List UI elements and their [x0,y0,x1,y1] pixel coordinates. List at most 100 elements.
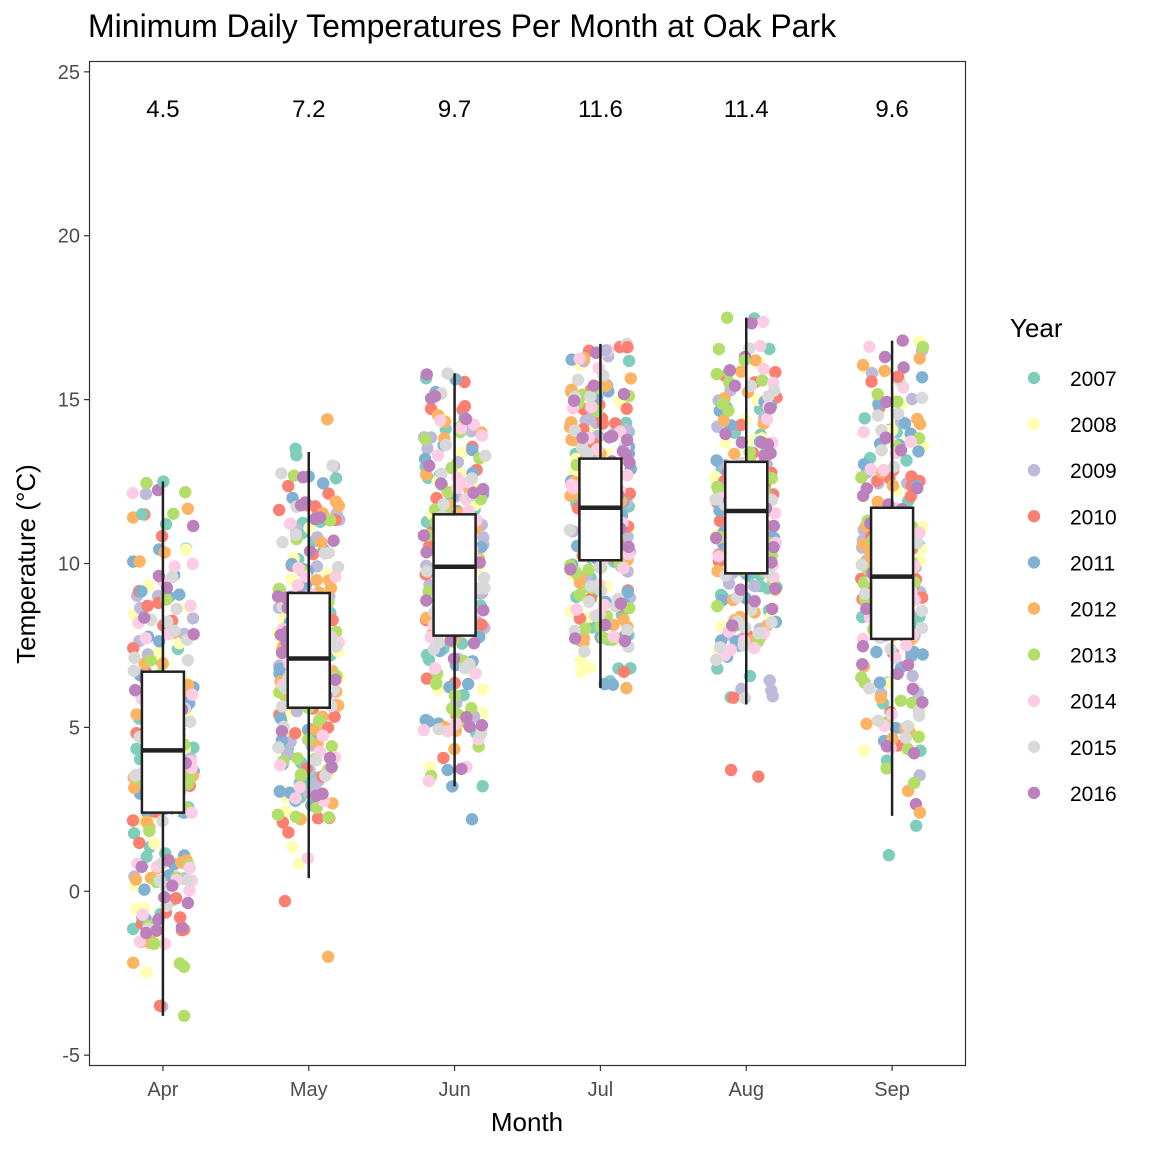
data-point [441,367,454,380]
data-point [908,776,921,790]
data-point [754,339,767,353]
median-label: 4.5 [146,96,179,123]
data-point [133,555,146,568]
y-tick-label: 5 [69,717,80,739]
data-point [133,935,146,948]
data-point [898,417,912,430]
data-point [734,365,748,378]
data-point [912,730,925,744]
median-label: 9.6 [875,96,908,123]
data-point [173,588,186,601]
data-point [915,621,929,635]
data-point [420,546,433,559]
data-point [584,400,598,414]
data-point [912,445,925,458]
data-point [915,604,929,617]
data-point [434,414,447,427]
data-point [129,684,142,697]
data-point [437,498,450,511]
data-point [441,725,455,738]
data-point [476,780,489,793]
data-point [446,780,459,793]
data-point [158,891,171,904]
data-point [583,661,597,674]
data-point [136,908,149,921]
data-point [617,561,630,575]
legend-key [1027,694,1041,707]
legend-title: Year [1010,313,1063,343]
data-point [621,530,634,544]
data-point [186,688,199,701]
legend-key [1027,417,1041,431]
data-point [179,486,192,499]
data-point [316,787,329,800]
data-point [127,827,141,840]
data-point [138,883,151,896]
panel-border [88,60,967,1067]
data-point [711,480,724,493]
data-point [858,412,871,425]
data-point [748,595,761,608]
data-point [130,708,143,721]
data-point [441,763,454,777]
data-point [856,489,870,502]
data-point [319,769,332,782]
data-point [709,531,723,545]
data-point [863,340,876,353]
data-point [466,443,479,457]
data-point [428,662,442,675]
data-point [916,340,930,354]
data-point [768,507,782,520]
data-point [308,512,322,526]
data-point [913,526,926,539]
median-label: 9.7 [438,96,471,123]
data-point [129,768,143,781]
data-point [897,361,910,374]
data-point [860,717,873,730]
data-point [576,431,589,444]
data-point [324,514,337,527]
data-point [900,639,913,652]
data-point [292,561,305,575]
data-point [622,540,635,554]
data-point [620,433,634,447]
data-point [140,476,153,490]
data-point [181,873,195,887]
data-point [857,425,870,439]
data-point [289,442,302,455]
data-point [130,742,143,756]
x-tick-label: Jun [438,1079,470,1101]
data-point [312,714,326,727]
data-point [871,388,884,401]
data-point [170,602,183,616]
data-point [166,879,179,892]
data-point [599,344,612,357]
box [724,460,769,575]
data-point [872,714,885,727]
data-point [616,445,630,458]
data-point [463,720,476,733]
data-point [127,956,140,969]
legend-key [1027,648,1041,661]
data-point [446,702,459,715]
data-point [887,460,901,473]
data-point [894,694,907,707]
data-point [465,472,479,485]
data-point [865,375,878,388]
data-point [318,547,331,560]
data-point [420,594,433,607]
data-point [617,665,631,678]
data-point [855,471,868,484]
boxes [140,317,915,1016]
data-point [420,368,433,381]
data-point [621,341,634,354]
data-point [476,482,490,496]
data-point [617,613,630,626]
data-point [587,379,601,392]
data-point [907,747,921,760]
data-point [316,477,330,490]
legend-key [1027,556,1041,569]
data-point [757,315,770,329]
data-point [727,691,740,704]
data-point [422,774,435,788]
